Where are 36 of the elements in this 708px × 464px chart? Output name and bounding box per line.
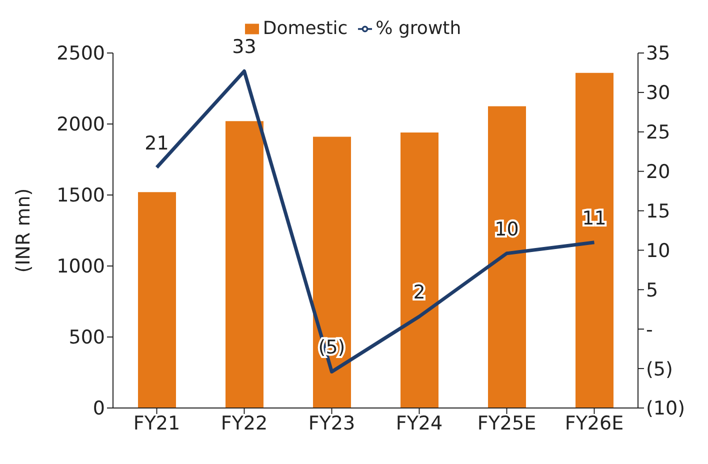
x-tick-label: FY21 — [133, 412, 180, 434]
y-tick-label: 2000 — [56, 114, 105, 136]
y2-tick-label: 10 — [646, 240, 670, 262]
y-axis-title: (INR mn) — [12, 188, 35, 273]
x-tick-label: FY24 — [396, 412, 443, 434]
bar — [138, 192, 176, 408]
y2-tick-label: - — [646, 318, 653, 341]
y2-tick-label: 5 — [646, 279, 658, 302]
legend-label: Domestic — [262, 18, 348, 39]
y2-tick-label: 15 — [646, 200, 670, 223]
y-tick-label: 1500 — [56, 184, 105, 207]
x-tick-label: FY25E — [477, 412, 536, 434]
legend-label: % growth — [376, 18, 462, 39]
x-tick-label: FY26E — [564, 412, 624, 434]
y2-tick-label: 30 — [646, 82, 670, 104]
y-tick-label: 0 — [92, 398, 105, 420]
y2-tick-label: 35 — [646, 42, 670, 65]
bar — [226, 121, 264, 408]
y-tick-label: 2500 — [56, 42, 105, 65]
x-tick-label: FY23 — [308, 412, 356, 434]
data-label: 10 — [494, 218, 519, 240]
x-tick-label: FY22 — [220, 412, 268, 434]
data-label: 33 — [232, 36, 256, 58]
bar — [576, 72, 614, 408]
data-label: 11 — [582, 207, 606, 230]
y-tick-label: 1000 — [56, 256, 105, 278]
y2-tick-label: 25 — [646, 122, 670, 144]
data-label: 2 — [413, 281, 426, 304]
y2-tick-label: (10) — [646, 398, 686, 420]
bar — [313, 136, 351, 408]
data-label: 21 — [144, 132, 169, 154]
y2-tick-label: (5) — [646, 358, 673, 380]
y2-tick-label: 20 — [646, 161, 670, 184]
bar — [488, 106, 526, 408]
bar — [400, 132, 438, 408]
y-tick-label: 500 — [68, 326, 105, 349]
